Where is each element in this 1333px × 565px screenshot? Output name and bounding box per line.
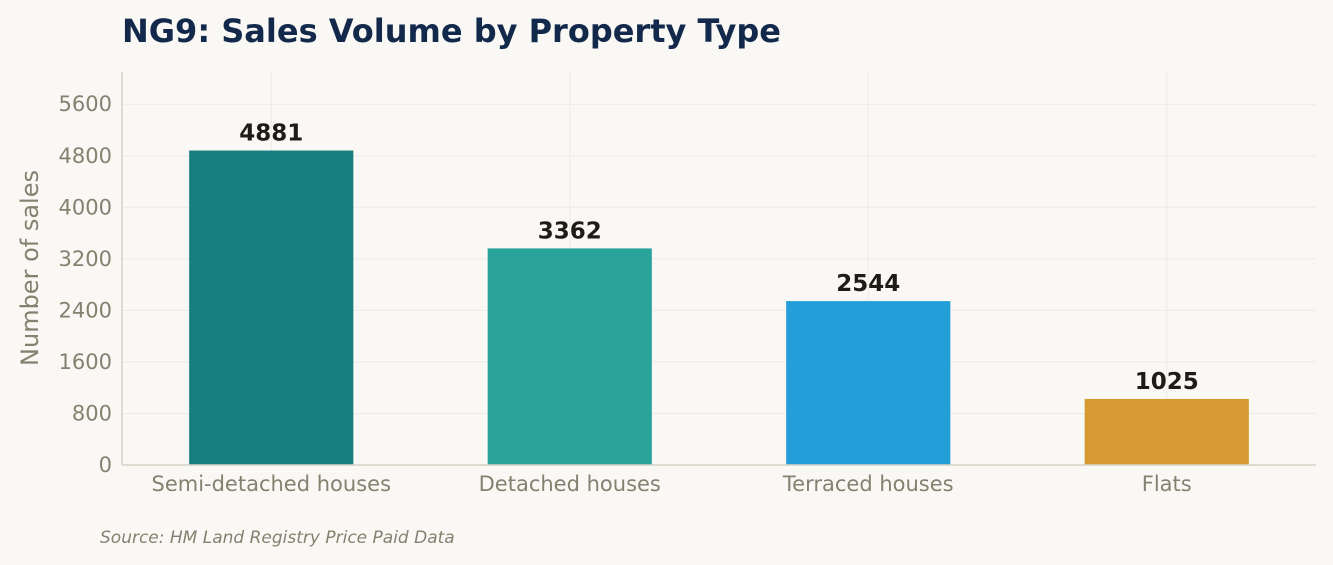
bar xyxy=(487,248,652,465)
bar xyxy=(786,301,951,465)
y-axis-label: Number of sales xyxy=(16,170,44,366)
y-tick-label: 2400 xyxy=(59,298,112,322)
y-tick-label: 5600 xyxy=(59,92,112,116)
y-tick-label: 4000 xyxy=(59,195,112,219)
axes-layer xyxy=(121,72,1316,466)
x-tick-label: Detached houses xyxy=(479,472,661,496)
y-tick-label: 0 xyxy=(99,453,112,477)
source-note: Source: HM Land Registry Price Paid Data xyxy=(100,528,455,548)
chart-title: NG9: Sales Volume by Property Type xyxy=(122,12,781,50)
bars-layer xyxy=(189,150,1249,465)
x-tick-label: Flats xyxy=(1142,472,1192,496)
x-tick-label: Semi-detached houses xyxy=(151,472,391,496)
bar-value-label: 4881 xyxy=(239,121,303,147)
y-tick-label: 3200 xyxy=(59,247,112,271)
bar-value-label: 3362 xyxy=(538,218,602,244)
bar xyxy=(1084,398,1249,465)
bar-value-label: 1025 xyxy=(1135,369,1199,395)
labels-layer: 0 800 1600 2400 3200 4000 4800 5600 4881 Semi-det… xyxy=(59,92,1199,496)
bar-value-label: 2544 xyxy=(836,271,900,297)
y-tick-label: 800 xyxy=(72,401,112,425)
y-tick-label: 1600 xyxy=(59,350,112,374)
x-tick-label: Terraced houses xyxy=(782,472,954,496)
bar xyxy=(189,150,354,465)
y-tick-label: 4800 xyxy=(59,144,112,168)
